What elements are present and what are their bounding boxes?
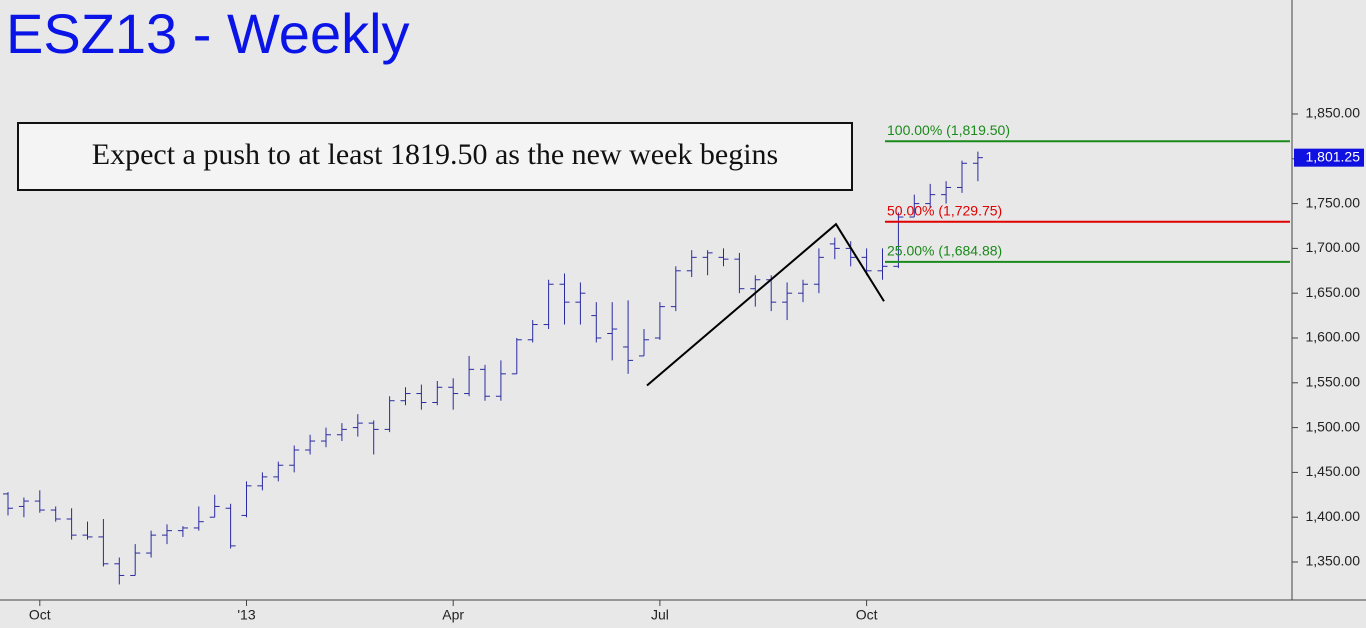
y-tick-label: 1,600.00: [1306, 329, 1361, 345]
annotation-box: [17, 122, 853, 191]
y-tick-label: 1,850.00: [1306, 105, 1361, 121]
y-tick-label: 1,350.00: [1306, 553, 1361, 569]
chart-title: ESZ13 - Weekly: [6, 2, 410, 65]
x-tick-label: Oct: [856, 607, 878, 623]
x-tick-label: Apr: [442, 607, 464, 623]
fib-label: 50.00% (1,729.75): [887, 202, 1002, 218]
y-tick-label: 1,650.00: [1306, 284, 1361, 300]
last-price-label: 1,801.25: [1306, 148, 1361, 164]
y-tick-label: 1,500.00: [1306, 418, 1361, 434]
annotation: Expect a push to at least 1819.50 as the…: [92, 138, 778, 171]
abc-pattern: [646, 222, 885, 387]
x-tick-label: '13: [237, 607, 255, 623]
last-price-box: [1294, 148, 1364, 167]
y-tick-label: 1,750.00: [1306, 194, 1361, 210]
y-tick-label: 1,550.00: [1306, 373, 1361, 389]
x-tick-label: Jul: [651, 607, 669, 623]
y-tick-label: 1,400.00: [1306, 508, 1361, 524]
fib-label: 100.00% (1,819.50): [887, 122, 1010, 138]
y-tick-label: 1,700.00: [1306, 239, 1361, 255]
x-tick-label: Oct: [29, 607, 51, 623]
y-tick-label: 1,450.00: [1306, 463, 1361, 479]
fib-label: 25.00% (1,684.88): [887, 243, 1002, 259]
